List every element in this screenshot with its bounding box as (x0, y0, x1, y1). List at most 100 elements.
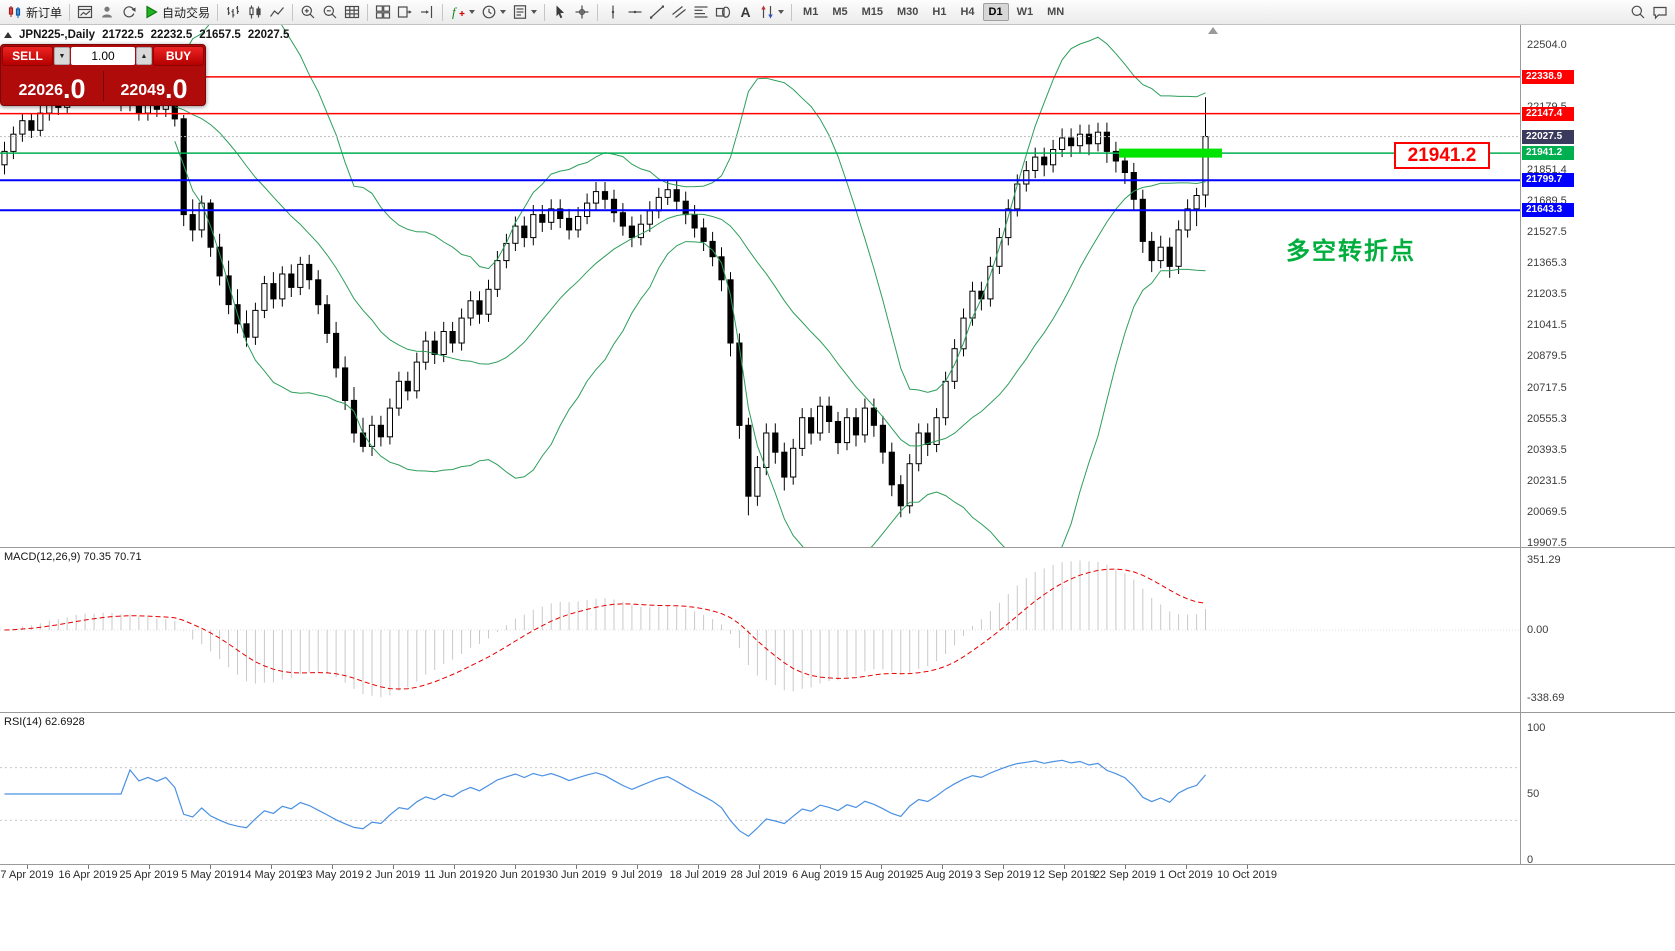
sell-price-pips: .0 (62, 73, 86, 104)
timeframe-h1-button[interactable]: H1 (932, 6, 947, 18)
date-label: 30 Jun 2019 (545, 869, 607, 881)
price-level-tag: 21643.3 (1522, 203, 1574, 217)
chevron-down-icon[interactable] (500, 10, 507, 14)
date-tick (1186, 865, 1187, 869)
profiles-button[interactable] (96, 2, 118, 23)
time-axis[interactable]: 7 Apr 2019 16 Apr 2019 25 Apr 2019 5 May 20… (0, 865, 1675, 887)
date-tick (1003, 865, 1004, 869)
zoom-out-button[interactable] (319, 2, 341, 23)
zoom-in-icon (300, 4, 316, 20)
zoom-out-icon (322, 4, 338, 20)
refresh-button[interactable] (118, 2, 140, 23)
open-value: 21722.5 (102, 29, 144, 41)
crosshair-button[interactable] (571, 2, 593, 23)
price-axis[interactable]: 22504.022341.522179.522013.521851.421689… (1520, 24, 1675, 866)
collapse-trade-panel-icon[interactable] (4, 32, 12, 38)
chevron-down-icon[interactable] (531, 10, 538, 14)
candlestick-chart-button[interactable] (244, 2, 266, 23)
macd-panel[interactable] (0, 548, 1520, 712)
chart-annotation-text[interactable]: 多空转折点 (1286, 238, 1416, 265)
arrows-button[interactable] (756, 2, 787, 23)
periods-button[interactable] (478, 2, 509, 23)
cursor-button[interactable] (549, 2, 571, 23)
search-button[interactable] (1627, 2, 1649, 23)
vertical-line-button[interactable] (602, 2, 624, 23)
bar-chart-button[interactable] (222, 2, 244, 23)
date-tick (332, 865, 333, 869)
zoom-in-button[interactable] (297, 2, 319, 23)
chevron-down-icon[interactable] (469, 10, 476, 14)
timeframe-m30-button[interactable]: M30 (897, 6, 919, 18)
date-tick (576, 865, 577, 869)
text-icon: A (737, 4, 753, 20)
help-button[interactable] (1649, 2, 1671, 23)
timeframe-m15-button[interactable]: M15 (861, 6, 883, 18)
chart-shift-button[interactable] (416, 2, 438, 23)
channel-button[interactable] (668, 2, 690, 23)
toolbar-separator (69, 3, 71, 21)
trade-panel-divider (103, 71, 104, 101)
date-label: 7 Apr 2019 (0, 869, 54, 881)
toolbar-separator (791, 3, 793, 21)
new-order-button[interactable]: 新订单 (4, 2, 65, 23)
macd-scale-zero: 0.00 (1527, 624, 1549, 636)
toolbar-separator (442, 3, 444, 21)
sell-button[interactable]: SELL (2, 46, 53, 66)
auto-scroll-button[interactable] (394, 2, 416, 23)
date-tick (210, 865, 211, 869)
timeframe-h4-button[interactable]: H4 (960, 6, 975, 18)
new-chart-button[interactable] (74, 2, 96, 23)
date-tick (942, 865, 943, 869)
volume-increase-button[interactable] (136, 47, 152, 65)
trendline-button[interactable] (646, 2, 668, 23)
indicators-button[interactable]: f (447, 2, 478, 23)
search-icon (1630, 4, 1646, 20)
panel-separator[interactable] (0, 547, 1675, 548)
date-label: 12 Sep 2019 (1032, 869, 1096, 881)
rsi-panel[interactable] (0, 713, 1520, 864)
trendline-icon (649, 4, 665, 20)
autotrading-button[interactable]: 自动交易 (140, 2, 213, 23)
timeframe-mn-button[interactable]: MN (1047, 6, 1065, 18)
grid-icon (344, 4, 360, 20)
templates-button[interactable] (509, 2, 540, 23)
vline-icon (605, 4, 621, 20)
price-callout-box[interactable]: 21941.2 (1394, 142, 1490, 169)
timeframe-m5-button[interactable]: M5 (832, 6, 848, 18)
shapes-button[interactable] (712, 2, 734, 23)
grid-button[interactable] (341, 2, 363, 23)
buy-price-pips: .0 (164, 73, 188, 104)
volume-input[interactable]: 1.00 (71, 47, 135, 65)
text-button[interactable]: A (734, 2, 756, 23)
hline-icon (627, 4, 643, 20)
horizontal-line-button[interactable] (624, 2, 646, 23)
toolbar-button-label: 新订单 (26, 5, 63, 20)
sell-price[interactable]: 22026 .0 (1, 67, 103, 105)
chevron-down-icon[interactable] (778, 10, 785, 14)
price-tick-label: 19907.5 (1527, 537, 1567, 549)
channel-icon (671, 4, 687, 20)
volume-decrease-button[interactable] (54, 47, 70, 65)
panel-separator[interactable] (0, 864, 1675, 865)
periods-icon (481, 4, 497, 20)
date-label: 3 Sep 2019 (974, 869, 1032, 881)
new-chart-icon (77, 4, 93, 20)
fibonacci-button[interactable] (690, 2, 712, 23)
date-label: 9 Jul 2019 (611, 869, 663, 881)
timeframe-m1-button[interactable]: M1 (803, 6, 819, 18)
tile-windows-button[interactable] (372, 2, 394, 23)
date-tick (1064, 865, 1065, 869)
date-label: 5 May 2019 (181, 869, 239, 881)
line-chart-button[interactable] (266, 2, 288, 23)
panel-separator[interactable] (0, 712, 1675, 713)
buy-button[interactable]: BUY (153, 46, 204, 66)
candlestick-chart[interactable] (0, 0, 1520, 572)
date-label: 22 Sep 2019 (1093, 869, 1157, 881)
buy-price[interactable]: 22049 .0 (103, 67, 205, 105)
date-tick (271, 865, 272, 869)
arrows-icon (759, 4, 775, 20)
timeframe-d1-button[interactable]: D1 (982, 3, 1009, 21)
timeframe-w1-button[interactable]: W1 (1016, 6, 1034, 18)
chart-header: JPN225-,Daily 21722.5 22232.5 21657.5 22… (4, 29, 289, 41)
rsi-scale-label: 50 (1527, 788, 1540, 800)
